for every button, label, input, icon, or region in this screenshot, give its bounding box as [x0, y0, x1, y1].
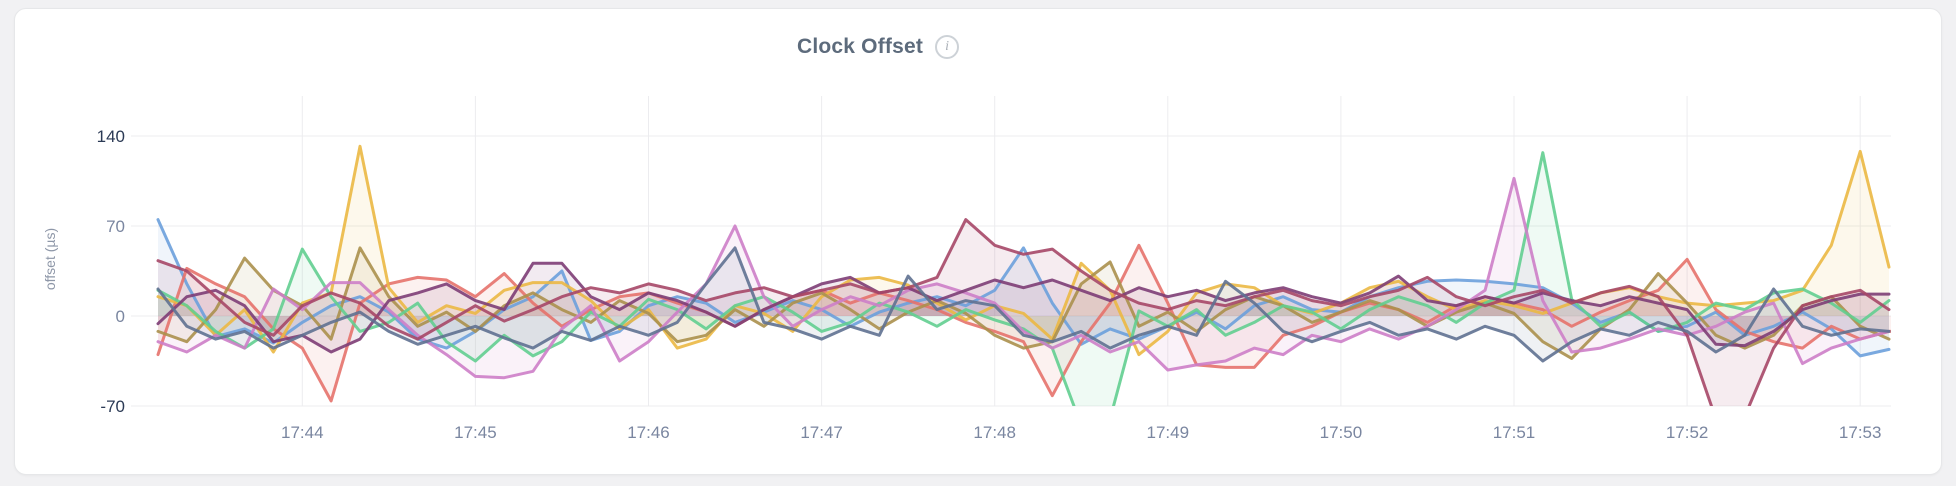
x-tick-label: 17:50	[1320, 423, 1363, 442]
series-blue-line[interactable]	[156, 218, 1891, 358]
series-areas	[158, 146, 1891, 406]
x-tick-label: 17:46	[627, 423, 670, 442]
x-tick-label: 17:45	[454, 423, 497, 442]
y-tick-label: 140	[97, 127, 125, 146]
series-orchid-line[interactable]	[156, 176, 1891, 380]
y-axis-labels: 140 70 0 -70	[97, 127, 125, 416]
series-green-area	[158, 152, 1889, 406]
series-plum-line[interactable]	[156, 261, 1891, 354]
series-red-area	[158, 245, 1891, 401]
y-axis-title: offset (µs)	[42, 228, 58, 290]
chart-title: Clock Offset	[796, 35, 924, 58]
info-icon[interactable]: i	[935, 35, 960, 59]
x-tick-label: 17:53	[1839, 423, 1882, 442]
series-slate-line[interactable]	[156, 246, 1891, 363]
y-tick-label: -70	[100, 397, 125, 416]
x-tick-label: 17:44	[281, 423, 324, 442]
series-plum-area	[158, 263, 1889, 352]
y-tick-label: 0	[116, 307, 125, 326]
panel-header: Clock Offset i	[15, 35, 1741, 59]
series-red-line[interactable]	[156, 243, 1918, 403]
series-maroon-line[interactable]	[156, 218, 1891, 419]
clock-offset-panel: Clock Offset i 140 70 0 -70 17:44 17:45 17:46 1…	[14, 8, 1942, 475]
x-tick-label: 17:48	[973, 423, 1016, 442]
x-tick-label: 17:51	[1493, 423, 1536, 442]
y-tick-label: 70	[106, 217, 125, 236]
x-axis-labels: 17:44 17:45 17:46 17:47 17:48 17:49 17:50 17:51…	[281, 423, 1881, 442]
x-tick-label: 17:47	[800, 423, 843, 442]
x-tick-label: 17:52	[1666, 423, 1709, 442]
x-tick-label: 17:49	[1147, 423, 1190, 442]
series-lines	[156, 144, 1918, 426]
gridlines	[131, 96, 1891, 407]
series-green-line[interactable]	[156, 151, 1891, 426]
series-slate-area	[158, 247, 1889, 361]
